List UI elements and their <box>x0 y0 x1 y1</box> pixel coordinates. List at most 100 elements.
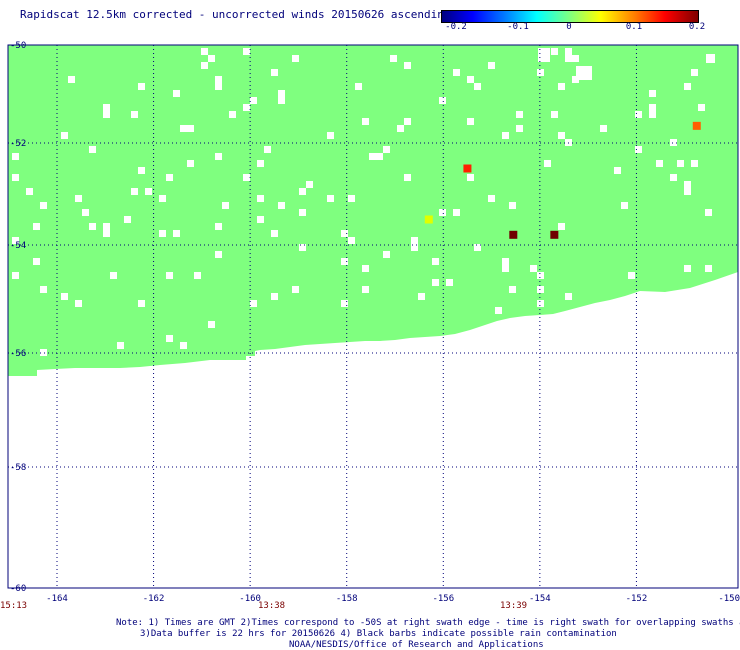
note-line-3: NOAA/NESDIS/Office of Research and Appli… <box>289 640 544 650</box>
missing-cell <box>166 174 173 181</box>
missing-cell <box>355 83 362 90</box>
missing-cell <box>677 160 684 167</box>
missing-cell <box>670 174 677 181</box>
lat-tick-label: -60 <box>10 584 26 594</box>
missing-cell <box>684 188 691 195</box>
missing-cell <box>61 293 68 300</box>
missing-cell <box>271 230 278 237</box>
missing-cell <box>278 90 285 97</box>
missing-cell <box>635 111 642 118</box>
missing-cell <box>138 83 145 90</box>
lat-tick-label: -50 <box>10 41 26 51</box>
missing-cell <box>537 272 544 279</box>
missing-cell <box>621 202 628 209</box>
missing-cell <box>467 174 474 181</box>
colorbar <box>441 10 699 23</box>
missing-cell <box>194 272 201 279</box>
missing-cell <box>376 153 383 160</box>
missing-cell <box>278 202 285 209</box>
missing-cell <box>446 279 453 286</box>
missing-cell <box>600 125 607 132</box>
missing-cell <box>691 160 698 167</box>
missing-cell <box>453 69 460 76</box>
missing-cell <box>404 174 411 181</box>
missing-cell <box>558 132 565 139</box>
missing-cell <box>467 118 474 125</box>
missing-cell <box>229 111 236 118</box>
missing-cell <box>558 83 565 90</box>
missing-cell <box>362 265 369 272</box>
missing-cell <box>411 237 418 244</box>
missing-cell <box>572 55 579 62</box>
missing-cell <box>250 97 257 104</box>
swath-time-label: 13:39 <box>500 601 527 611</box>
missing-cell <box>432 258 439 265</box>
anomaly-cell <box>509 230 518 239</box>
colorbar-label: 0.2 <box>688 22 706 32</box>
colorbar-label: 0.1 <box>625 22 643 32</box>
lat-tick-label: -54 <box>10 241 26 251</box>
anomaly-cells <box>424 121 701 239</box>
missing-cell <box>327 195 334 202</box>
missing-cell <box>383 146 390 153</box>
missing-cell <box>159 230 166 237</box>
missing-cell <box>551 111 558 118</box>
missing-cell <box>705 209 712 216</box>
missing-cell <box>215 223 222 230</box>
missing-cell <box>348 237 355 244</box>
missing-cell <box>698 104 705 111</box>
missing-cell <box>180 125 187 132</box>
missing-cell <box>565 55 572 62</box>
missing-cell <box>516 111 523 118</box>
missing-cell <box>75 195 82 202</box>
missing-cell <box>82 209 89 216</box>
missing-cell <box>411 244 418 251</box>
lat-tick-label: -56 <box>10 349 26 359</box>
missing-cell <box>173 90 180 97</box>
missing-cell <box>215 153 222 160</box>
missing-cell <box>257 160 264 167</box>
missing-cell <box>684 83 691 90</box>
missing-cell <box>537 300 544 307</box>
missing-cell <box>397 125 404 132</box>
map-title: Rapidscat 12.5km corrected - uncorrected… <box>20 8 451 21</box>
lat-tick-label: -52 <box>10 139 26 149</box>
map-frame <box>7 44 739 589</box>
missing-cell <box>257 216 264 223</box>
missing-cell <box>243 48 250 55</box>
missing-cell <box>201 62 208 69</box>
missing-cell <box>635 146 642 153</box>
missing-cell <box>159 195 166 202</box>
colorbar-label: -0.1 <box>507 22 529 32</box>
missing-cell <box>348 195 355 202</box>
missing-cell <box>502 258 509 265</box>
missing-cell <box>341 258 348 265</box>
missing-cell <box>362 286 369 293</box>
lat-tick-label: -58 <box>10 463 26 473</box>
missing-cell <box>208 321 215 328</box>
missing-cell <box>467 76 474 83</box>
missing-cell <box>565 48 572 55</box>
missing-cell <box>131 111 138 118</box>
missing-cell <box>187 160 194 167</box>
missing-cell <box>537 69 544 76</box>
missing-cell <box>68 76 75 83</box>
missing-cell <box>250 300 257 307</box>
lon-tick-label: -158 <box>336 594 358 604</box>
missing-cell <box>89 223 96 230</box>
missing-cell <box>551 48 558 55</box>
missing-cell <box>103 230 110 237</box>
missing-cell <box>488 195 495 202</box>
missing-cell <box>670 139 677 146</box>
missing-cell <box>509 202 516 209</box>
missing-cell <box>138 167 145 174</box>
missing-cell <box>649 104 656 111</box>
missing-cell <box>495 307 502 314</box>
missing-cell <box>502 132 509 139</box>
missing-cell <box>89 146 96 153</box>
colorbar-label: -0.2 <box>445 22 467 32</box>
missing-cell <box>691 69 698 76</box>
missing-cell <box>75 300 82 307</box>
missing-cell <box>558 223 565 230</box>
